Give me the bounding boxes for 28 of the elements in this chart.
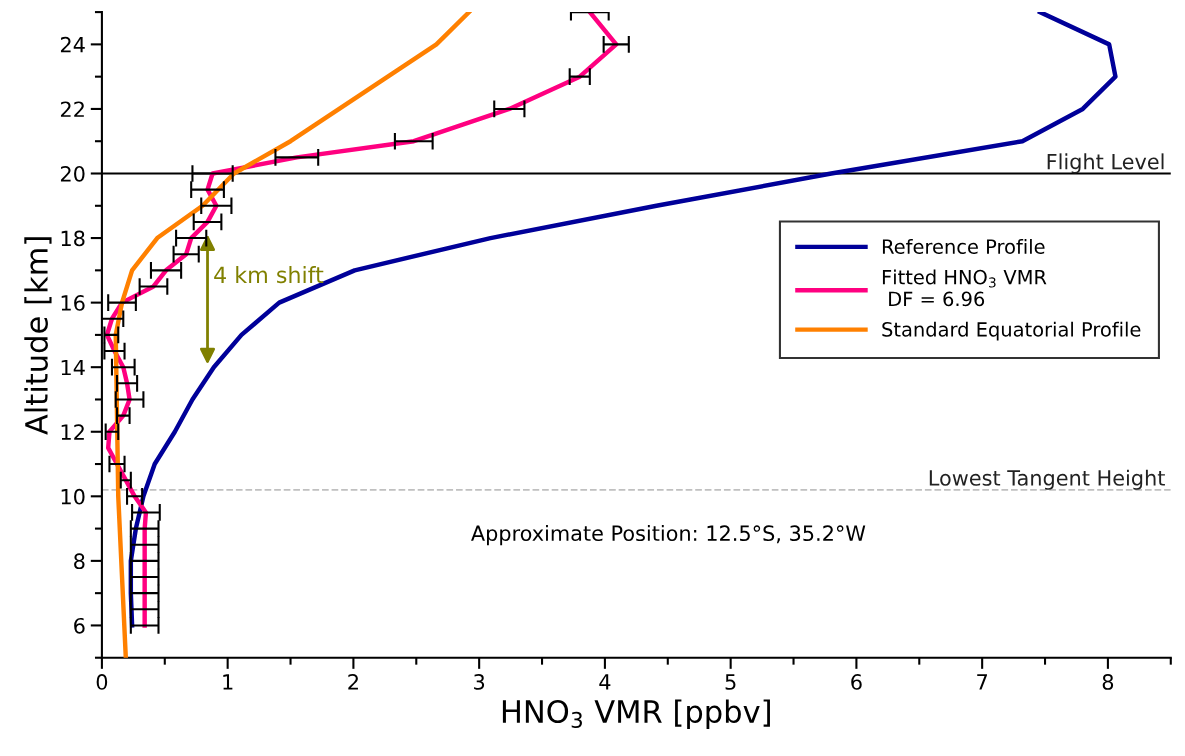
y-tick-label: 20 bbox=[60, 165, 85, 182]
x-tick-label: 3 bbox=[474, 674, 485, 690]
y-tick-label: 18 bbox=[61, 230, 85, 247]
y-tick-label: 12 bbox=[61, 424, 84, 440]
annotation: Approximate Position: 12.5°S, 35.2°W bbox=[471, 524, 866, 546]
legend-label: Reference Profile bbox=[882, 238, 1045, 254]
y-axis-title: Altitude [km] bbox=[24, 237, 52, 435]
legend-label: Standard Equatorial Profile bbox=[882, 321, 1141, 341]
x-tick-label: 1 bbox=[223, 674, 233, 690]
y-tick-label: 22 bbox=[60, 101, 84, 117]
legend-label: Fitted HNO$_{3}$ VMR DF = 6.96 bbox=[882, 269, 1047, 307]
ref-line-label: Flight Level bbox=[1047, 153, 1164, 174]
x-tick-label: 0 bbox=[96, 674, 108, 690]
x-tick-label: 8 bbox=[1102, 674, 1114, 690]
annotation: 4 km shift bbox=[214, 266, 324, 284]
y-tick-label: 14 bbox=[61, 359, 85, 376]
x-tick-label: 7 bbox=[977, 674, 987, 690]
y-tick-label: 8 bbox=[74, 553, 85, 570]
x-tick-label: 5 bbox=[725, 674, 736, 690]
x-tick-label: 6 bbox=[851, 674, 862, 690]
x-tick-label: 2 bbox=[348, 674, 358, 690]
x-tick-label: 4 bbox=[599, 674, 611, 690]
x-axis-title: HNO$_{3}$ VMR [ppbv] bbox=[502, 699, 770, 729]
y-tick-label: 16 bbox=[61, 295, 85, 311]
y-tick-label: 24 bbox=[60, 36, 85, 53]
ref-line-label: Lowest Tangent Height bbox=[929, 469, 1165, 490]
y-tick-label: 6 bbox=[74, 617, 85, 634]
y-tick-label: 10 bbox=[61, 488, 85, 505]
